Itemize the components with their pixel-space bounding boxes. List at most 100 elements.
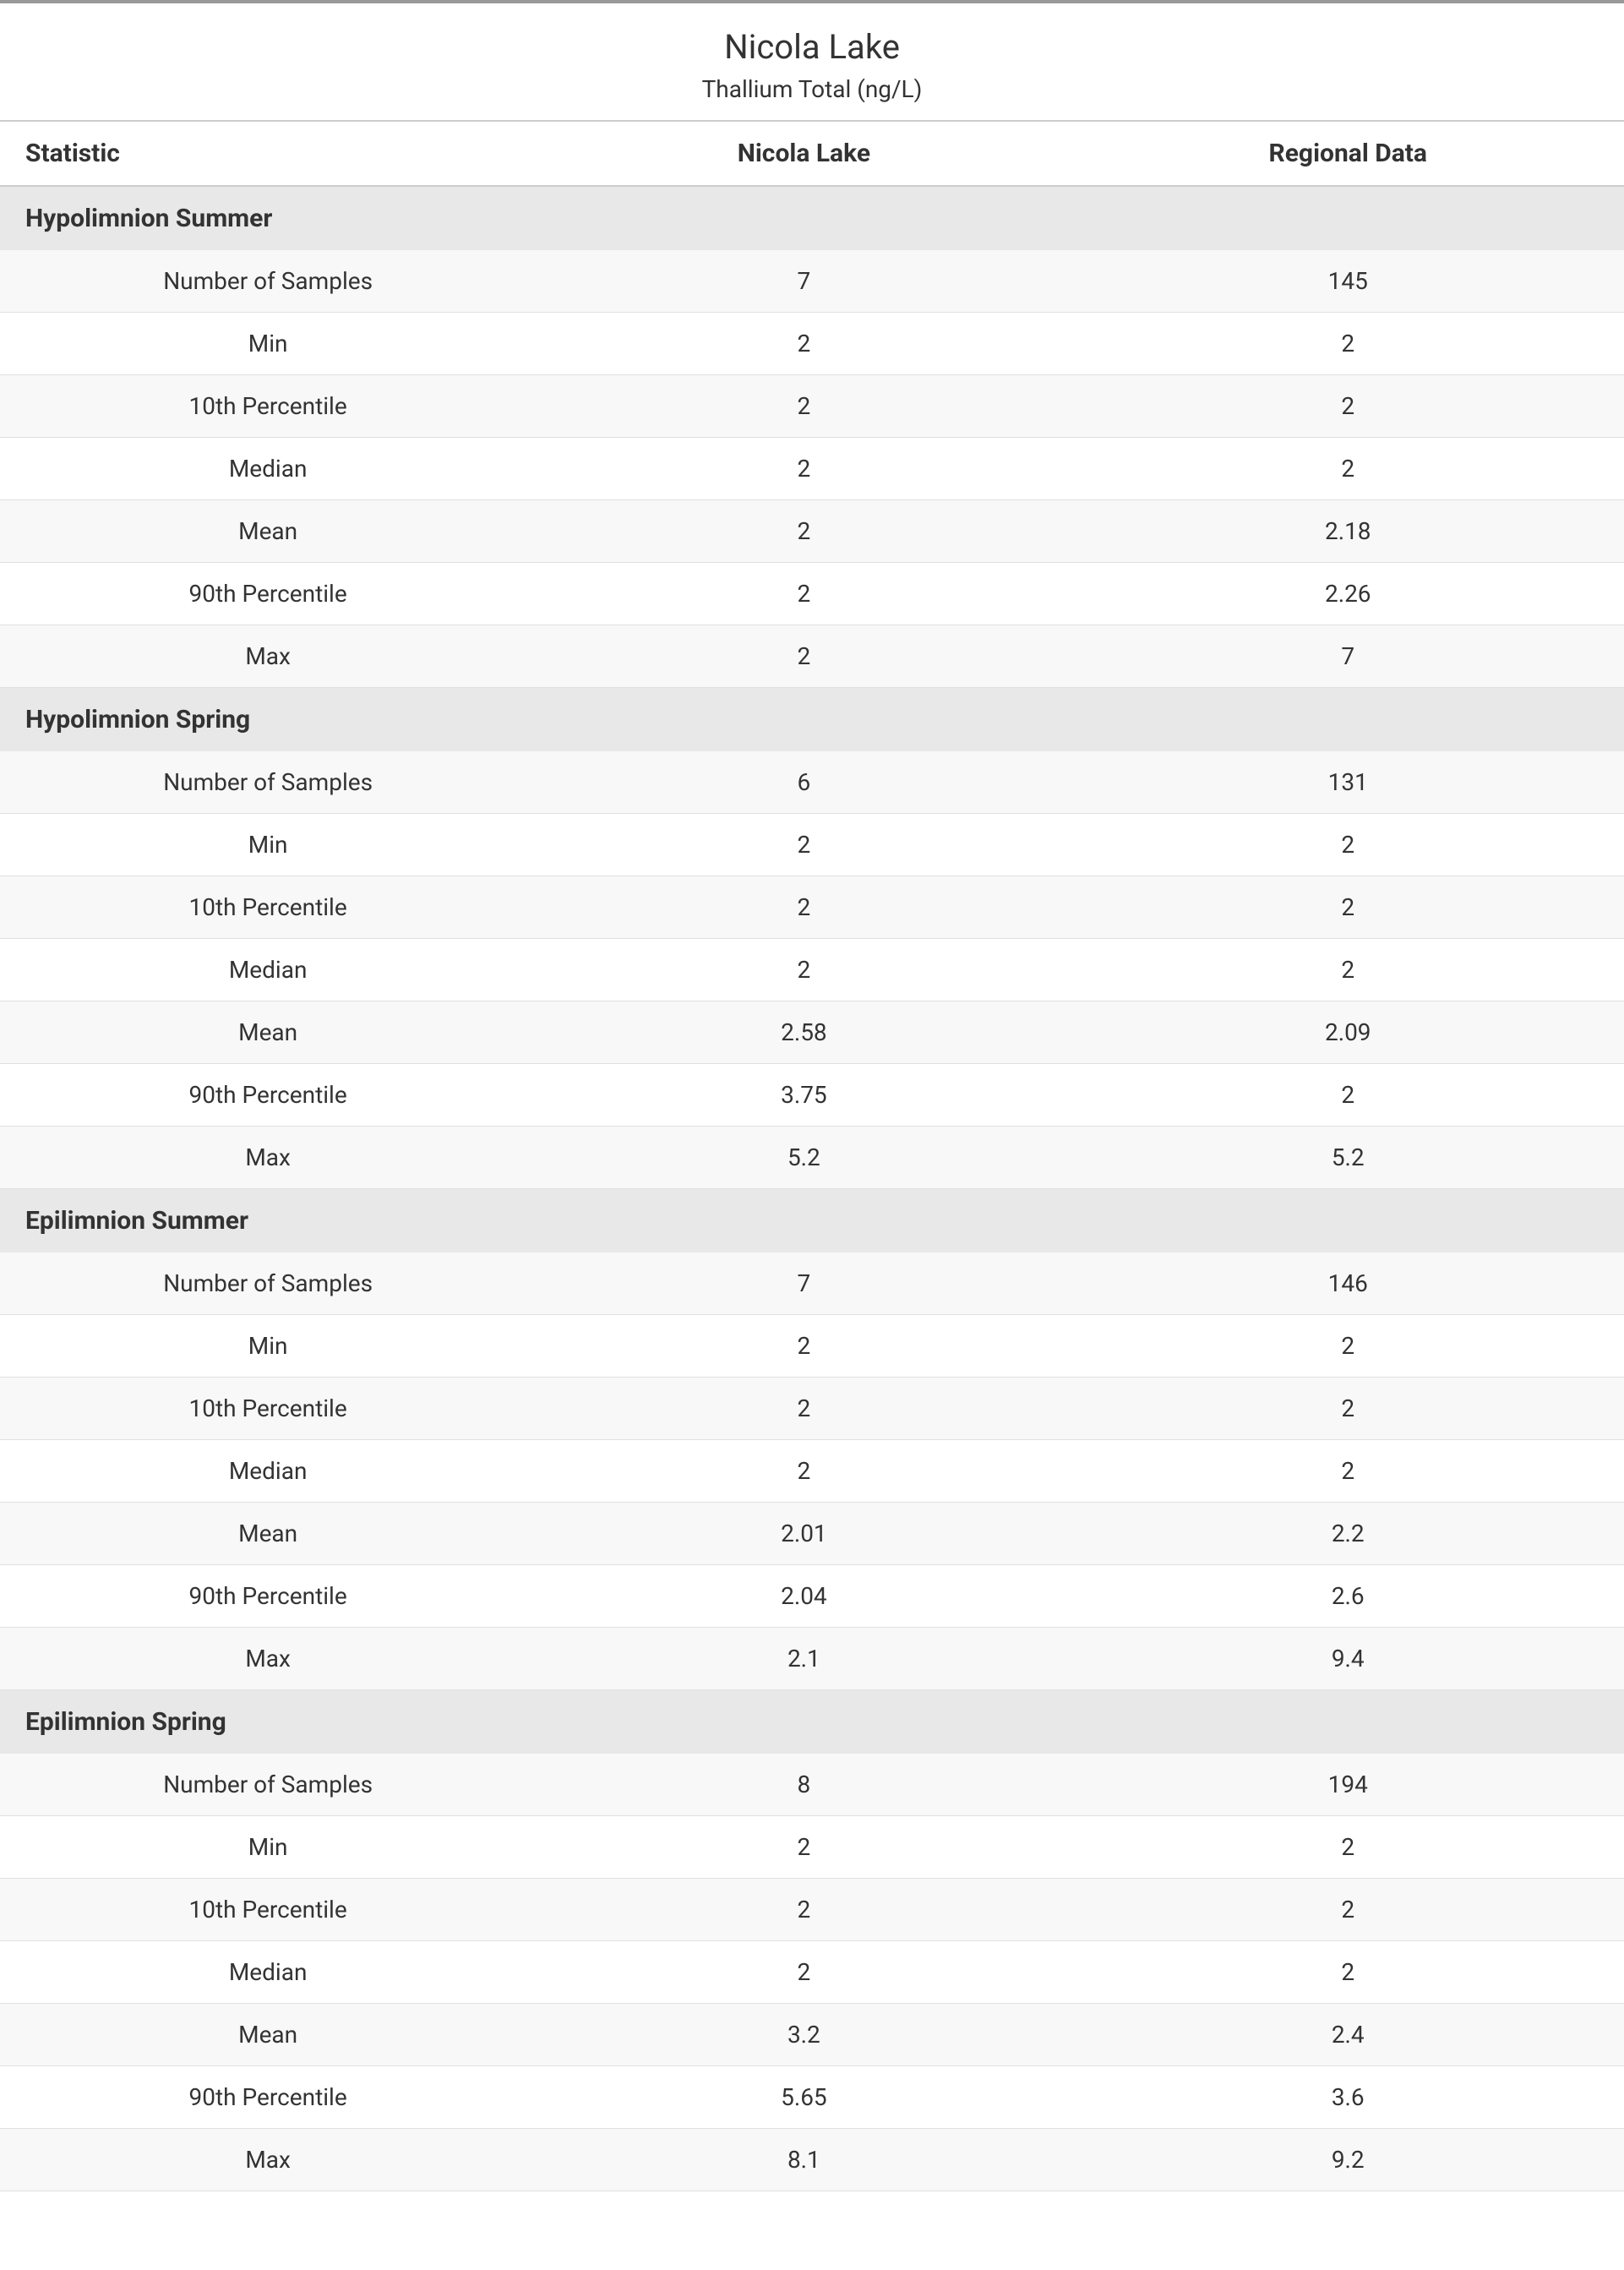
lake-value: 2 [536, 939, 1071, 1001]
column-header-row: Statistic Nicola Lake Regional Data [0, 122, 1624, 186]
regional-value: 131 [1072, 751, 1624, 814]
lake-value: 7 [536, 1252, 1071, 1315]
table-row: Mean22.18 [0, 500, 1624, 563]
statistic-label: Min [0, 313, 536, 375]
report-container: Nicola Lake Thallium Total (ng/L) Statis… [0, 0, 1624, 2191]
table-row: 10th Percentile22 [0, 876, 1624, 939]
column-header-regional: Regional Data [1072, 122, 1624, 186]
table-section: Hypolimnion SummerNumber of Samples7145M… [0, 186, 1624, 688]
statistic-label: 10th Percentile [0, 375, 536, 438]
statistic-label: Max [0, 1127, 536, 1189]
statistic-label: Number of Samples [0, 250, 536, 313]
regional-value: 2 [1072, 313, 1624, 375]
table-row: 90th Percentile2.042.6 [0, 1565, 1624, 1628]
table-row: Number of Samples6131 [0, 751, 1624, 814]
lake-value: 2 [536, 500, 1071, 563]
lake-value: 2 [536, 563, 1071, 625]
regional-value: 194 [1072, 1754, 1624, 1816]
data-table: Statistic Nicola Lake Regional Data Hypo… [0, 122, 1624, 2191]
statistic-label: 90th Percentile [0, 563, 536, 625]
regional-value: 2.26 [1072, 563, 1624, 625]
section-header-label: Hypolimnion Summer [0, 186, 1624, 250]
table-section: Hypolimnion SpringNumber of Samples6131M… [0, 688, 1624, 1189]
page-title: Nicola Lake [0, 27, 1624, 67]
regional-value: 2.6 [1072, 1565, 1624, 1628]
lake-value: 5.2 [536, 1127, 1071, 1189]
lake-value: 6 [536, 751, 1071, 814]
regional-value: 2 [1072, 1064, 1624, 1127]
statistic-label: Median [0, 939, 536, 1001]
table-row: 90th Percentile22.26 [0, 563, 1624, 625]
table-row: Max2.19.4 [0, 1628, 1624, 1690]
statistic-label: Number of Samples [0, 1754, 536, 1816]
table-row: 90th Percentile3.752 [0, 1064, 1624, 1127]
table-row: Min22 [0, 814, 1624, 876]
lake-value: 7 [536, 250, 1071, 313]
column-header-lake: Nicola Lake [536, 122, 1071, 186]
statistic-label: Number of Samples [0, 1252, 536, 1315]
page-subtitle: Thallium Total (ng/L) [0, 75, 1624, 103]
lake-value: 5.65 [536, 2066, 1071, 2129]
table-row: Min22 [0, 313, 1624, 375]
statistic-label: Mean [0, 1001, 536, 1064]
lake-value: 2.04 [536, 1565, 1071, 1628]
statistic-label: 10th Percentile [0, 876, 536, 939]
statistic-label: Min [0, 1315, 536, 1378]
table-row: 10th Percentile22 [0, 1378, 1624, 1440]
table-row: Max5.25.2 [0, 1127, 1624, 1189]
table-row: Number of Samples8194 [0, 1754, 1624, 1816]
statistic-label: Mean [0, 1503, 536, 1565]
regional-value: 2 [1072, 814, 1624, 876]
lake-value: 3.2 [536, 2004, 1071, 2066]
statistic-label: Mean [0, 2004, 536, 2066]
statistic-label: 10th Percentile [0, 1378, 536, 1440]
regional-value: 2 [1072, 1816, 1624, 1879]
table-row: Mean2.012.2 [0, 1503, 1624, 1565]
lake-value: 2 [536, 876, 1071, 939]
statistic-label: Max [0, 2129, 536, 2191]
table-row: 90th Percentile5.653.6 [0, 2066, 1624, 2129]
section-header-label: Epilimnion Spring [0, 1690, 1624, 1754]
statistic-label: Min [0, 814, 536, 876]
table-row: Median22 [0, 1941, 1624, 2004]
regional-value: 145 [1072, 250, 1624, 313]
lake-value: 2 [536, 1816, 1071, 1879]
lake-value: 2 [536, 1315, 1071, 1378]
regional-value: 9.4 [1072, 1628, 1624, 1690]
regional-value: 2 [1072, 1941, 1624, 2004]
lake-value: 2 [536, 1440, 1071, 1503]
lake-value: 2 [536, 1879, 1071, 1941]
lake-value: 8.1 [536, 2129, 1071, 2191]
regional-value: 2 [1072, 1378, 1624, 1440]
section-header-label: Epilimnion Summer [0, 1189, 1624, 1253]
regional-value: 2.09 [1072, 1001, 1624, 1064]
table-section: Epilimnion SummerNumber of Samples7146Mi… [0, 1189, 1624, 1690]
lake-value: 2.58 [536, 1001, 1071, 1064]
regional-value: 2 [1072, 1879, 1624, 1941]
lake-value: 2 [536, 814, 1071, 876]
statistic-label: Min [0, 1816, 536, 1879]
regional-value: 2 [1072, 438, 1624, 500]
table-row: Median22 [0, 438, 1624, 500]
section-header-row: Epilimnion Summer [0, 1189, 1624, 1253]
lake-value: 2.1 [536, 1628, 1071, 1690]
statistic-label: Number of Samples [0, 751, 536, 814]
table-row: Max27 [0, 625, 1624, 688]
regional-value: 2.2 [1072, 1503, 1624, 1565]
table-row: Number of Samples7145 [0, 250, 1624, 313]
lake-value: 2 [536, 313, 1071, 375]
section-header-row: Epilimnion Spring [0, 1690, 1624, 1754]
statistic-label: 90th Percentile [0, 1064, 536, 1127]
table-section: Epilimnion SpringNumber of Samples8194Mi… [0, 1690, 1624, 2191]
regional-value: 2 [1072, 1315, 1624, 1378]
regional-value: 7 [1072, 625, 1624, 688]
lake-value: 2 [536, 1941, 1071, 2004]
regional-value: 2 [1072, 876, 1624, 939]
statistic-label: Mean [0, 500, 536, 563]
regional-value: 3.6 [1072, 2066, 1624, 2129]
regional-value: 9.2 [1072, 2129, 1624, 2191]
lake-value: 2 [536, 1378, 1071, 1440]
statistic-label: 10th Percentile [0, 1879, 536, 1941]
statistic-label: 90th Percentile [0, 2066, 536, 2129]
lake-value: 2 [536, 438, 1071, 500]
